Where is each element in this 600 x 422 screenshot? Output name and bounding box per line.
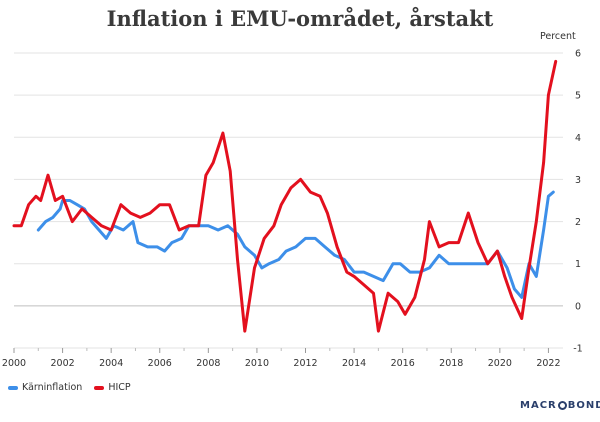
macrobond-logo: MACR BOND [520,400,600,411]
x-tick-label: 2010 [245,358,269,369]
x-tick-label: 2020 [488,358,512,369]
y-tick-label: 2 [575,217,581,228]
x-tick-label: 2016 [391,358,415,369]
gridlines [14,52,563,349]
legend-swatch-karninflation [8,385,18,390]
series-line-hicp [12,59,558,333]
y-unit-label: Percent [540,31,576,42]
x-tick-label: 2004 [99,358,123,369]
chart-title: Inflation i EMU-området, årstakt [106,6,494,31]
legend-swatch-hicp [94,385,105,390]
x-axis-ticks: 2000 2002 2004 2006 2008 2010 2012 2014 2016 2018… [2,348,561,369]
x-tick-label: 2012 [293,358,317,369]
y-tick-label: 0 [575,301,581,312]
x-tick-label: 2006 [148,358,172,369]
brand-right: BOND [567,400,600,411]
x-tick-label: 2002 [50,358,74,369]
y-axis-ticks: -1 0 1 2 3 4 5 6 [573,49,582,355]
x-tick-label: 2022 [536,358,560,369]
brand-left: MACR [520,400,557,411]
y-tick-label: 5 [575,91,581,102]
legend-item-karninflation[interactable]: Kärninflation [8,382,82,393]
y-tick-label: -1 [573,344,582,355]
x-tick-label: 2008 [196,358,220,369]
legend-label-karninflation: Kärninflation [22,382,83,393]
y-tick-label: 3 [575,175,581,186]
y-tick-label: 4 [575,133,581,144]
x-tick-label: 2000 [2,358,26,369]
y-tick-label: 6 [575,49,581,60]
x-tick-label: 2018 [439,358,463,369]
y-tick-label: 1 [575,259,581,270]
series-line-k-rninflation [36,190,555,299]
legend-label-hicp: HICP [108,382,131,393]
series-lines [12,59,558,333]
legend: Kärninflation HICP [8,382,143,393]
legend-item-hicp[interactable]: HICP [94,382,131,393]
x-tick-label: 2014 [342,358,366,369]
logo-ring-icon [557,401,567,410]
